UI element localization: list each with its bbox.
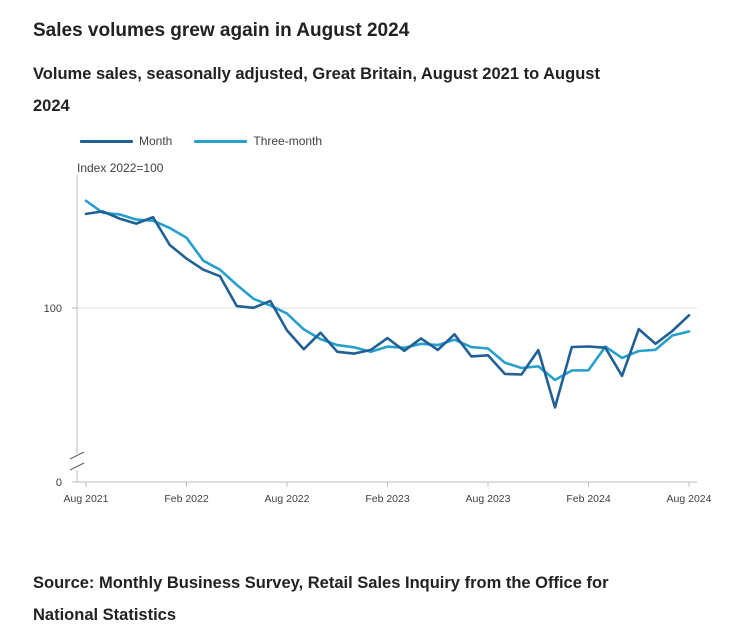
y-axis-ticks: 0 100 bbox=[44, 303, 77, 489]
x-tick-label: Feb 2024 bbox=[566, 493, 611, 505]
x-axis-ticks: Aug 2021 Feb 2022 Aug 2022 Feb 2023 Aug 2023… bbox=[64, 482, 712, 505]
series-lines bbox=[84, 199, 691, 409]
legend: Month Three-month bbox=[80, 134, 344, 148]
axis-break-mark-bottom bbox=[69, 462, 85, 471]
legend-item-month[interactable]: Month bbox=[80, 134, 172, 148]
axis-break-mark-top bbox=[69, 451, 85, 460]
series-line-three-month bbox=[84, 199, 691, 382]
series-line-month bbox=[84, 210, 691, 409]
x-tick-label: Feb 2022 bbox=[164, 493, 209, 505]
legend-label-three-month: Three-month bbox=[253, 134, 323, 148]
x-tick-label: Feb 2023 bbox=[365, 493, 410, 505]
legend-label-month: Month bbox=[139, 134, 173, 148]
legend-swatch-three-month bbox=[194, 139, 248, 143]
legend-item-three-month[interactable]: Three-month bbox=[194, 134, 322, 148]
x-tick-label: Aug 2023 bbox=[466, 493, 511, 505]
y-axis-label: Index 2022=100 bbox=[77, 161, 164, 175]
axes bbox=[69, 175, 697, 483]
y-tick-label-0: 0 bbox=[56, 477, 62, 489]
chart-title: Sales volumes grew again in August 2024 bbox=[33, 20, 410, 41]
source-note: Source: Monthly Business Survey, Retail … bbox=[33, 574, 609, 624]
line-chart: Index 2022=100 Aug 2021 Feb 2022 Aug 2022 F… bbox=[44, 161, 712, 505]
chart-subtitle: Volume sales, seasonally adjusted, Great… bbox=[33, 65, 600, 115]
x-tick-label: Aug 2021 bbox=[64, 493, 109, 505]
x-tick-label: Aug 2022 bbox=[265, 493, 310, 505]
y-tick-label-100: 100 bbox=[44, 303, 62, 315]
x-tick-label: Aug 2024 bbox=[667, 493, 712, 505]
legend-swatch-month bbox=[80, 139, 133, 143]
